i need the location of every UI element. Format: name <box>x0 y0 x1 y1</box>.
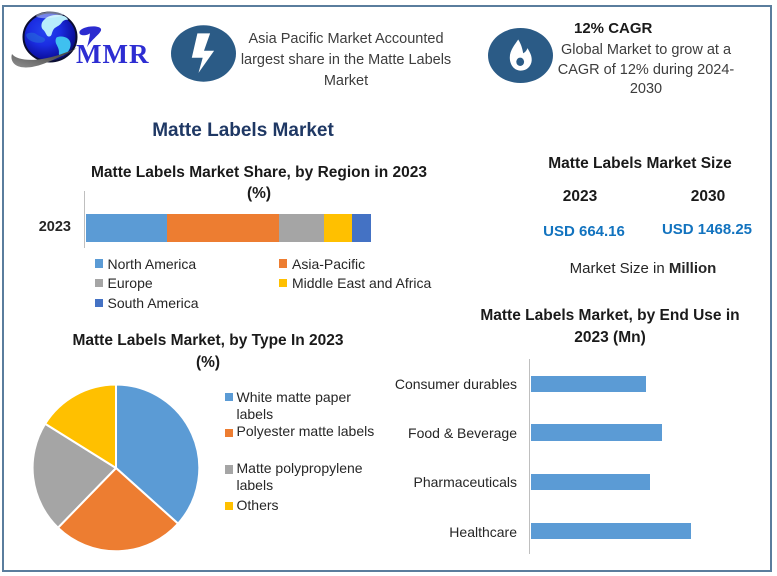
svg-text:MMR: MMR <box>76 39 149 69</box>
